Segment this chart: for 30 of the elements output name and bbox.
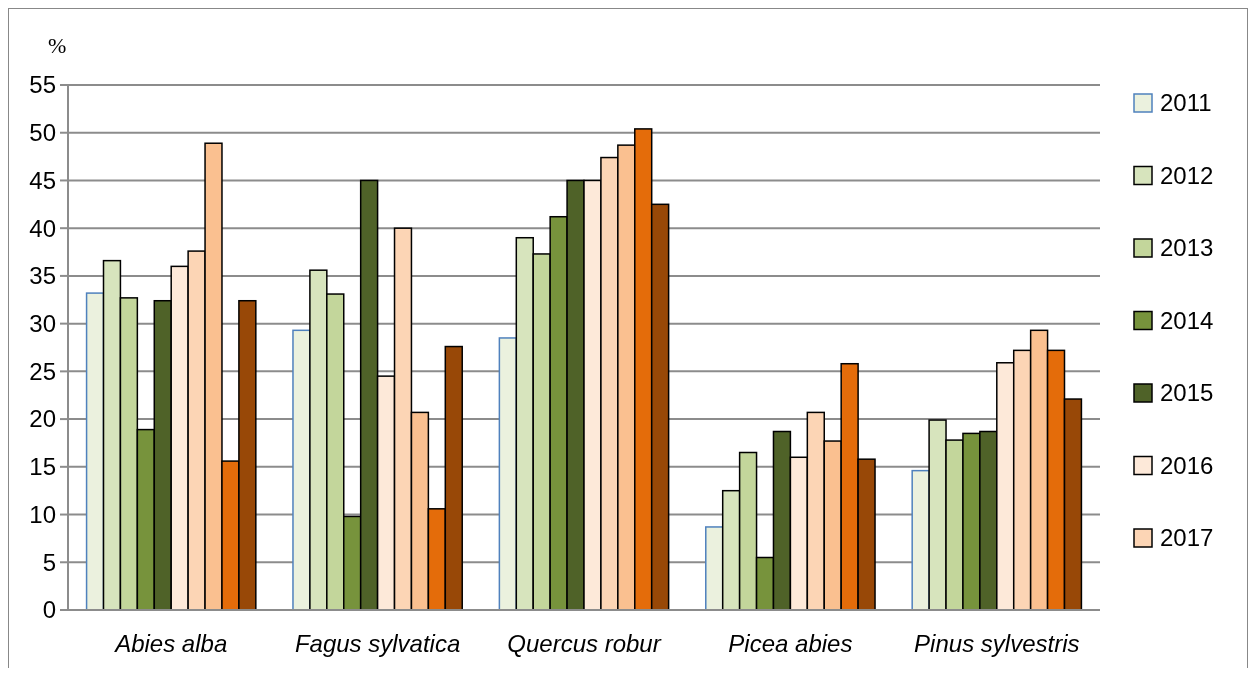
legend-label: 2013 <box>1160 234 1214 262</box>
y-tick-label: 35 <box>29 262 56 290</box>
y-tick-label: 50 <box>29 119 56 147</box>
y-tick-label: 15 <box>29 453 56 481</box>
legend-label: 2015 <box>1160 379 1214 407</box>
y-tick-label: 30 <box>29 310 56 338</box>
bar <box>911 469 930 611</box>
x-tick-label: Pinus sylvestris <box>914 630 1080 657</box>
legend-label: 2012 <box>1160 161 1214 189</box>
y-tick-label: 10 <box>29 500 56 528</box>
y-tick-label: 55 <box>29 71 56 99</box>
y-tick-label: 20 <box>29 405 56 433</box>
legend-label: 2011 <box>1160 89 1212 117</box>
bar <box>705 526 724 611</box>
y-tick-label: 40 <box>29 214 56 242</box>
y-tick-label: 5 <box>42 548 56 576</box>
x-tick-label: Quercus robur <box>507 630 662 657</box>
y-tick-label: 25 <box>29 357 56 385</box>
legend-label: 2017 <box>1160 524 1214 552</box>
y-axis-title: % <box>48 33 67 58</box>
x-tick-label: Picea abies <box>728 630 853 657</box>
bar <box>85 292 105 611</box>
x-tick-label: Abies alba <box>113 630 228 657</box>
x-tick-label: Fagus sylvatica <box>294 630 461 657</box>
legend-label: 2016 <box>1160 451 1214 479</box>
bar <box>498 337 518 611</box>
y-tick-label: 0 <box>42 596 56 624</box>
legend-label: 2014 <box>1160 306 1214 334</box>
bar <box>292 329 311 611</box>
y-tick-label: 45 <box>29 166 56 194</box>
